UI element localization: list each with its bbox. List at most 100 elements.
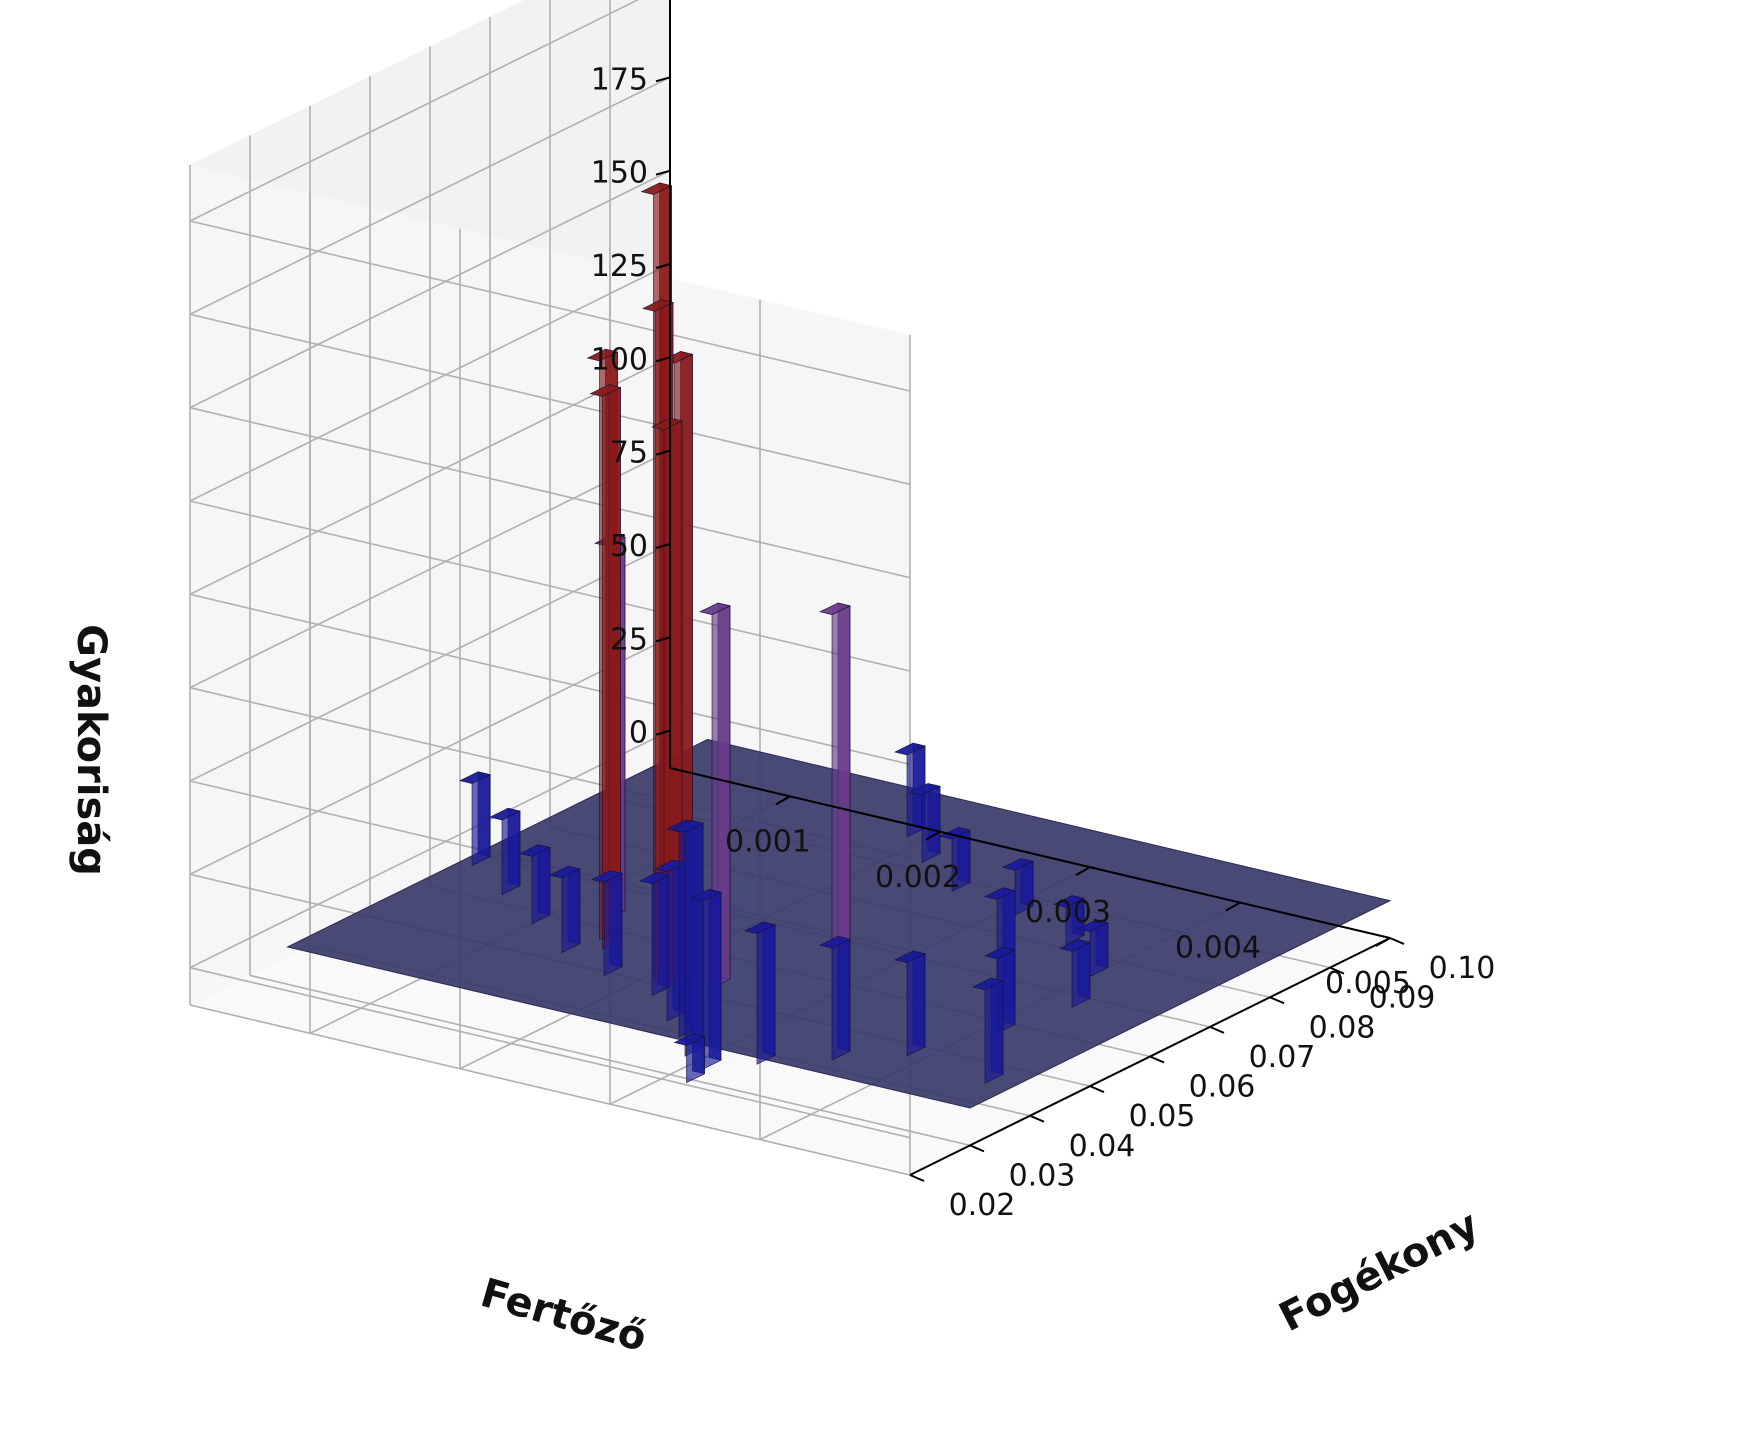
y-tick-label: 0.09 xyxy=(1369,981,1436,1016)
tick-mark xyxy=(1029,1114,1045,1123)
bar-top xyxy=(699,602,731,616)
bar-top xyxy=(972,977,1004,991)
tick-mark xyxy=(1269,996,1285,1005)
bar-top xyxy=(640,182,673,195)
tick-mark xyxy=(909,1174,925,1182)
bar-top xyxy=(819,936,851,949)
bar-top xyxy=(489,807,521,821)
bar xyxy=(699,602,731,989)
tick-mark xyxy=(655,169,671,176)
bar-top xyxy=(591,870,623,883)
tick-mark xyxy=(775,795,791,806)
z-tick-label: 25 xyxy=(610,622,648,657)
y-tick-label: 0.08 xyxy=(1309,1010,1376,1045)
bar-top xyxy=(984,887,1016,900)
bars xyxy=(459,182,1109,1084)
tick-mark xyxy=(655,356,671,363)
bar-top xyxy=(459,771,491,784)
bar-side xyxy=(471,774,491,867)
tick-mark xyxy=(655,729,671,736)
tick-labels: 0.0010.0020.0030.0040.0050.020.030.040.0… xyxy=(591,0,1496,1223)
bar xyxy=(909,783,941,863)
x-tick-label: 0.003 xyxy=(1025,895,1111,930)
bar xyxy=(819,936,851,1061)
bar xyxy=(489,807,521,896)
gridline-y-floor xyxy=(249,974,971,1147)
bar-side xyxy=(1089,922,1109,977)
bar-top xyxy=(651,417,683,431)
bar-side xyxy=(984,980,1004,1084)
bar xyxy=(591,870,623,977)
y-tick-label: 0.05 xyxy=(1129,1099,1196,1134)
tick-mark xyxy=(1375,937,1391,947)
bar-top xyxy=(1059,939,1091,952)
tick-mark xyxy=(1149,1055,1165,1064)
bar-side xyxy=(561,868,581,954)
z-tick-label: 50 xyxy=(610,529,648,564)
bar-top xyxy=(1053,895,1085,908)
bar xyxy=(1002,858,1034,916)
bar-top xyxy=(672,820,704,833)
bar xyxy=(1059,939,1091,1008)
bar-top xyxy=(519,844,551,857)
bar-top xyxy=(909,783,941,796)
bar xyxy=(744,921,776,1065)
bar xyxy=(972,977,1004,1084)
x-tick-label: 0.002 xyxy=(875,860,961,895)
bar-top xyxy=(549,865,581,879)
tick-mark xyxy=(655,263,671,269)
bar-side xyxy=(921,785,941,863)
z-tick-label: 125 xyxy=(591,249,648,284)
y-tick-label: 0.04 xyxy=(1069,1129,1136,1164)
bar-side xyxy=(531,847,551,925)
bar-side xyxy=(906,953,926,1057)
tick-mark xyxy=(1209,1025,1225,1034)
bar xyxy=(894,950,926,1057)
bar-top xyxy=(1002,858,1034,871)
bar xyxy=(690,889,722,1070)
tick-mark xyxy=(1329,966,1345,975)
tick-mark xyxy=(969,1144,985,1153)
tick-mark xyxy=(1089,1085,1105,1094)
z-tick-label: 0 xyxy=(629,716,648,751)
y-tick-label: 0.02 xyxy=(949,1188,1016,1223)
bar xyxy=(519,844,551,925)
bar-side xyxy=(831,938,851,1061)
y-tick-label: 0.03 xyxy=(1009,1158,1076,1193)
bar-side xyxy=(831,605,851,952)
tick-mark xyxy=(655,76,671,83)
bar-top xyxy=(673,1033,706,1046)
z-tick-label: 100 xyxy=(591,342,648,377)
bar xyxy=(939,827,971,892)
tick-mark xyxy=(1389,937,1405,945)
bar xyxy=(589,384,622,950)
bar-side xyxy=(684,822,704,1057)
z-tick-label: 75 xyxy=(610,436,648,471)
bar-top xyxy=(819,602,851,616)
tick-mark xyxy=(655,636,671,643)
bar-top xyxy=(589,384,622,397)
bar-side xyxy=(501,810,521,896)
bar-top xyxy=(744,921,776,935)
bar xyxy=(549,865,581,954)
bar-top xyxy=(690,889,722,902)
x-axis-title: Fertőző xyxy=(476,1270,652,1361)
tick-mark xyxy=(925,830,941,841)
bar xyxy=(819,602,851,952)
y-tick-label: 0.10 xyxy=(1429,951,1496,986)
gridline-y-floor xyxy=(189,1004,911,1176)
bar xyxy=(1077,919,1109,977)
bar xyxy=(1053,895,1085,946)
bar-side xyxy=(702,891,722,1070)
bar-top xyxy=(894,742,926,756)
z-tick-label: 200 xyxy=(591,0,648,4)
z-tick-label: 150 xyxy=(591,156,648,191)
bar-top xyxy=(639,871,671,885)
tick-mark xyxy=(655,449,671,456)
bar-top xyxy=(984,946,1016,960)
tick-mark xyxy=(655,543,671,549)
bar-top xyxy=(1077,919,1109,933)
tick-mark xyxy=(1225,901,1241,912)
bar-side xyxy=(1071,941,1091,1008)
